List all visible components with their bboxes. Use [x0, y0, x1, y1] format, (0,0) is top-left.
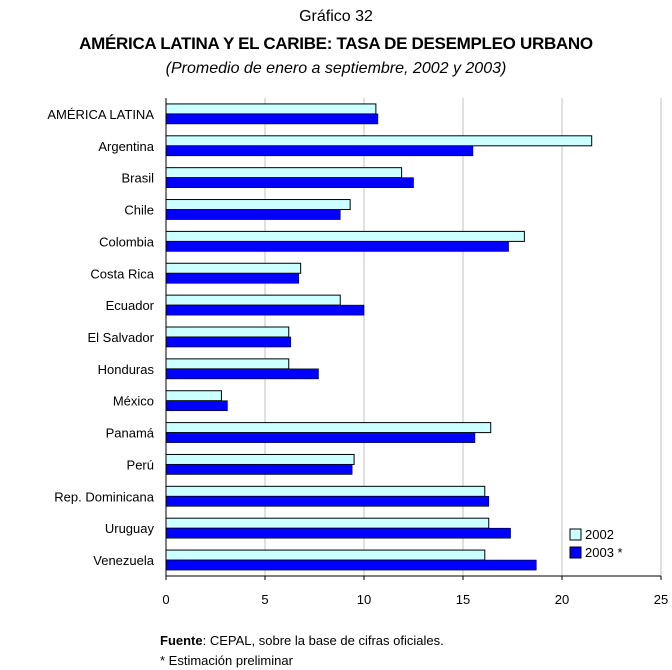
bar-2002 — [165, 326, 290, 338]
legend-swatch-2003 — [569, 546, 582, 559]
bar-2003 — [165, 432, 476, 443]
x-tick-label: 15 — [456, 592, 470, 607]
x-tick-label: 10 — [357, 592, 371, 607]
bar-2002 — [165, 358, 290, 370]
bar-2003 — [165, 400, 228, 412]
bar-chart: AMÉRICA LATINA Argentina Brasil Chile Colomb… — [47, 98, 668, 607]
bar-2003 — [165, 496, 490, 507]
category-label: Honduras — [98, 362, 155, 377]
legend-label-2003: 2003 * — [585, 545, 623, 560]
bar-2003 — [165, 113, 379, 125]
chart-subtitle: (Promedio de enero a septiembre, 2002 y … — [165, 60, 507, 77]
bar-2002 — [165, 103, 377, 115]
bar-2003 — [165, 241, 509, 252]
category-label: Brasil — [121, 171, 154, 186]
bar-2002 — [165, 262, 302, 274]
category-label: Costa Rica — [90, 266, 154, 281]
category-label: AMÉRICA LATINA — [47, 107, 154, 122]
bar-2003 — [165, 145, 474, 157]
bar-2002 — [165, 422, 492, 434]
category-label: Panamá — [106, 426, 155, 441]
chart-title: AMÉRICA LATINA Y EL CARIBE: TASA DE DESE… — [79, 34, 593, 53]
estimate-note: * Estimación preliminar — [160, 653, 293, 668]
category-label: Ecuador — [106, 298, 155, 313]
bar-2003 — [165, 209, 341, 220]
bar-2003 — [165, 304, 365, 316]
x-tick-label: 25 — [654, 592, 668, 607]
bar-2003 — [165, 177, 414, 188]
category-label: Rep. Dominicana — [54, 489, 154, 504]
bar-2002 — [165, 199, 351, 211]
category-label: Chile — [124, 203, 154, 218]
bar-2003 — [165, 559, 537, 571]
chart-label: Gráfico 32 — [299, 8, 373, 25]
bar-2002 — [165, 517, 490, 529]
bar-2002 — [165, 549, 486, 561]
source-label: Fuente — [160, 633, 203, 648]
bar-2003 — [165, 336, 292, 348]
category-label: Colombia — [99, 234, 155, 249]
legend-label-2002: 2002 — [585, 527, 614, 542]
source-text: : CEPAL, sobre la base de cifras oficial… — [202, 633, 444, 648]
category-label: Perú — [127, 457, 154, 472]
x-tick-label: 0 — [162, 592, 169, 607]
category-label: México — [113, 394, 154, 409]
bar-2003 — [165, 368, 319, 380]
bar-2003 — [165, 272, 299, 284]
bar-2002 — [165, 453, 355, 465]
x-tick-label: 5 — [261, 592, 268, 607]
category-label: El Salvador — [88, 330, 155, 345]
x-tick-label: 20 — [555, 592, 569, 607]
bar-2003 — [165, 527, 511, 539]
bar-2002 — [165, 167, 403, 179]
bar-2002 — [165, 294, 341, 306]
bar-2003 — [165, 464, 353, 475]
category-label: Venezuela — [93, 553, 154, 568]
legend-swatch-2002 — [569, 528, 582, 541]
source-note: Fuente: CEPAL, sobre la base de cifras o… — [160, 633, 444, 648]
bar-2002 — [165, 485, 486, 497]
category-label: Argentina — [98, 139, 154, 154]
bar-2002 — [165, 230, 525, 242]
bar-2002 — [165, 390, 222, 402]
bar-2002 — [165, 135, 593, 147]
category-label: Uruguay — [105, 521, 155, 536]
